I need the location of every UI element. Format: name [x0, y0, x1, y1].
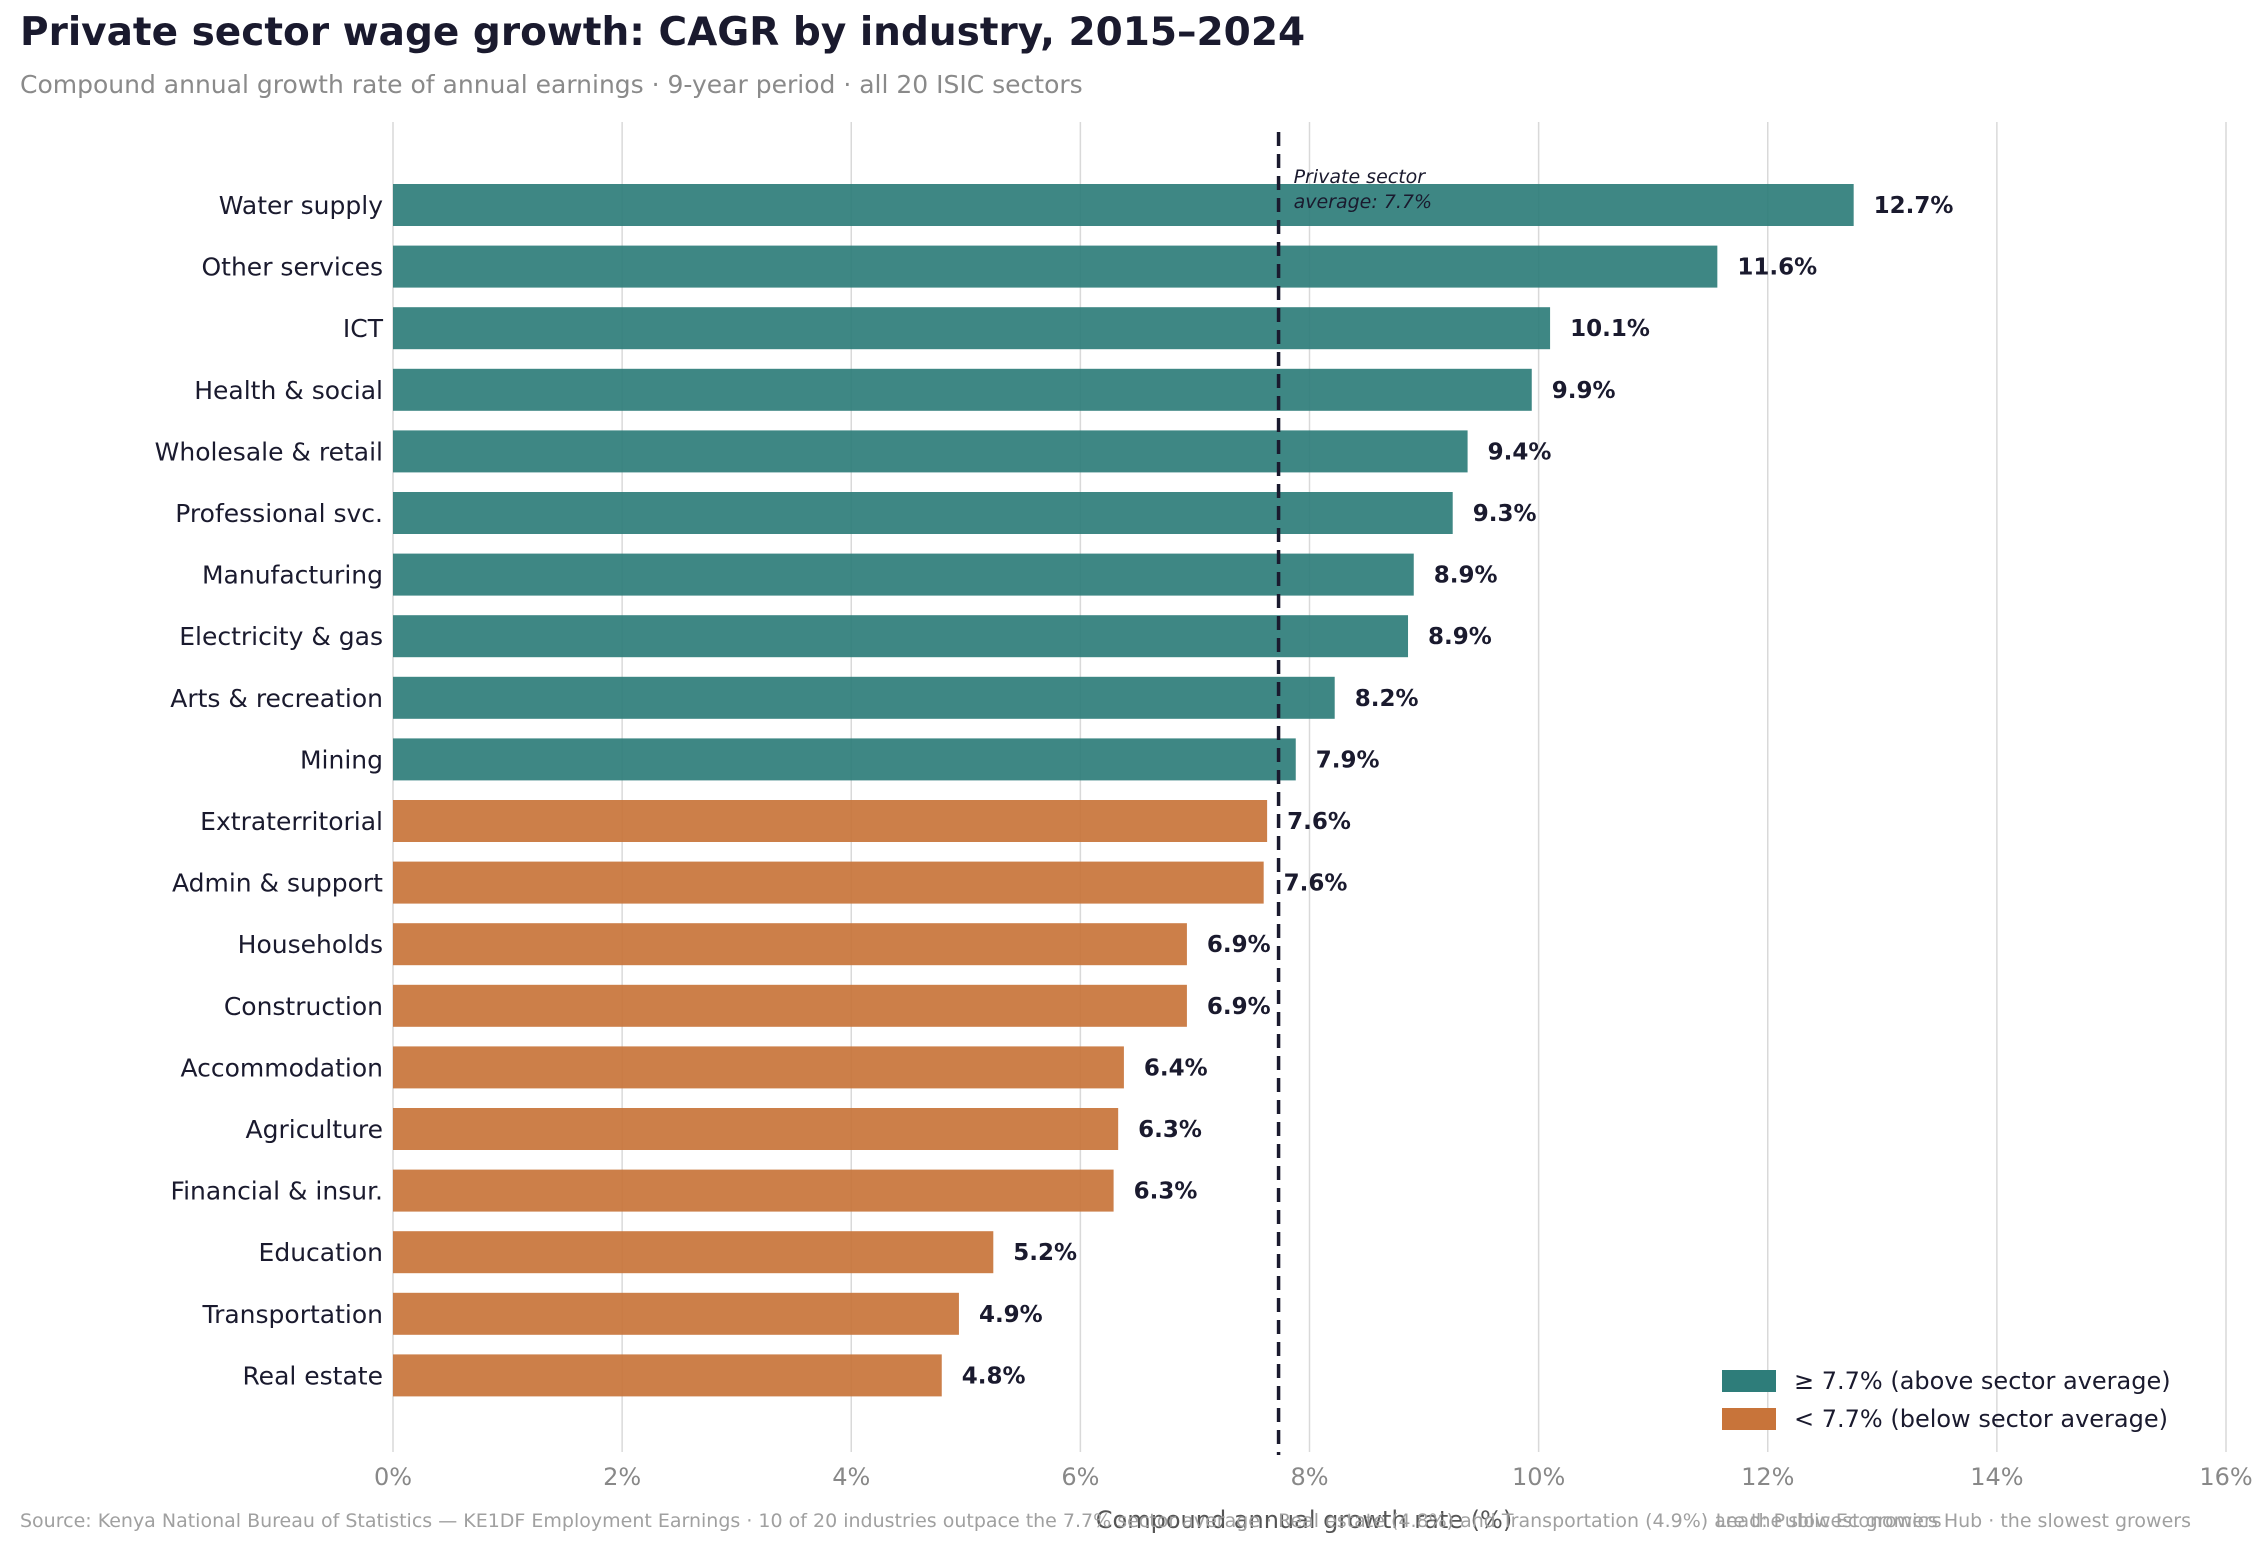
value-label: 5.2%: [1013, 1240, 1077, 1266]
x-tick-label: 14%: [1970, 1463, 2023, 1491]
category-label: Education: [259, 1238, 383, 1267]
value-label: 4.8%: [962, 1363, 1026, 1389]
legend: ≥ 7.7% (above sector average) < 7.7% (be…: [1722, 1362, 2171, 1438]
bar: [393, 861, 1264, 904]
x-tick-label: 16%: [2199, 1463, 2252, 1491]
bar: [393, 1231, 994, 1274]
category-label: Real estate: [242, 1361, 383, 1390]
bar: [393, 800, 1268, 842]
chart-subtitle: Compound annual growth rate of annual ea…: [20, 70, 1083, 99]
legend-swatch-above: [1722, 1370, 1776, 1392]
legend-item-above: ≥ 7.7% (above sector average): [1722, 1362, 2171, 1400]
x-axis-label: Compound annual growth rate (%): [1096, 1506, 1512, 1534]
value-label: 9.4%: [1488, 439, 1552, 465]
bar: [393, 368, 1532, 411]
value-label: 6.9%: [1207, 994, 1271, 1020]
bar: [393, 553, 1414, 596]
category-label: Manufacturing: [202, 561, 383, 590]
category-label: Agriculture: [246, 1115, 384, 1144]
value-label: 9.3%: [1473, 501, 1537, 527]
category-label: Transportation: [201, 1300, 383, 1329]
bar: [393, 676, 1335, 719]
legend-swatch-below: [1722, 1408, 1776, 1430]
chart-title: Private sector wage growth: CAGR by indu…: [20, 10, 1306, 55]
category-label: Financial & insur.: [171, 1177, 383, 1206]
x-tick-label: 0%: [374, 1463, 412, 1491]
value-label: 8.9%: [1428, 624, 1492, 650]
value-label: 8.2%: [1355, 686, 1419, 712]
category-label: Accommodation: [180, 1053, 383, 1082]
category-label: ICT: [343, 314, 384, 343]
x-tick-label: 4%: [832, 1463, 870, 1491]
bar: [393, 1108, 1119, 1150]
bar: [393, 1169, 1114, 1212]
bar: [393, 245, 1718, 288]
value-label: 8.9%: [1434, 563, 1498, 589]
bar: [393, 492, 1453, 534]
value-label: 7.6%: [1284, 871, 1348, 897]
bar: [393, 1292, 959, 1335]
bar: [393, 307, 1551, 350]
bar: [393, 923, 1187, 966]
bar: [393, 738, 1296, 781]
bar: [393, 615, 1409, 658]
value-label: 6.4%: [1144, 1055, 1208, 1081]
x-tick-label: 10%: [1512, 1463, 1565, 1491]
bar: [393, 1354, 942, 1397]
category-label: Professional svc.: [175, 499, 383, 528]
bars: [393, 184, 1854, 1397]
x-tick-label: 12%: [1741, 1463, 1794, 1491]
category-label: Admin & support: [172, 869, 383, 898]
footer-note: Lead: Public Economics Hub · the slowest…: [1715, 1510, 2191, 1532]
category-label: Construction: [224, 992, 383, 1021]
bar: [393, 430, 1468, 473]
value-label: 6.9%: [1207, 932, 1271, 958]
legend-label-below: < 7.7% (below sector average): [1794, 1405, 2168, 1433]
category-label: Households: [238, 930, 383, 959]
x-tick-label: 2%: [603, 1463, 641, 1491]
legend-label-above: ≥ 7.7% (above sector average): [1794, 1367, 2171, 1395]
value-label: 10.1%: [1570, 316, 1650, 342]
value-label: 11.6%: [1737, 255, 1817, 281]
footer-source: Source: Kenya National Bureau of Statist…: [20, 1510, 1942, 1532]
value-label: 7.9%: [1316, 747, 1380, 773]
value-label: 4.9%: [979, 1302, 1043, 1328]
bar: [393, 1046, 1124, 1089]
category-label: Arts & recreation: [170, 684, 383, 713]
reference-line-label: Private sector: [1294, 166, 1427, 188]
value-label: 12.7%: [1874, 193, 1954, 219]
bar: [393, 184, 1854, 226]
reference-line-label: average: 7.7%: [1294, 191, 1433, 213]
labels: 0% 2% 4% 6% 8% 10% 12% 14% 16% Water supply 12.7% O…: [155, 166, 2253, 1491]
category-label: Other services: [201, 253, 383, 282]
category-label: Mining: [300, 745, 383, 774]
value-label: 7.6%: [1287, 809, 1351, 835]
value-label: 6.3%: [1138, 1117, 1202, 1143]
value-label: 6.3%: [1134, 1179, 1198, 1205]
bar: [393, 984, 1187, 1027]
category-label: Electricity & gas: [179, 622, 383, 651]
category-label: Water supply: [219, 191, 383, 220]
category-label: Health & social: [194, 376, 383, 405]
category-label: Wholesale & retail: [155, 437, 383, 466]
x-tick-label: 6%: [1061, 1463, 1099, 1491]
category-label: Extraterritorial: [200, 807, 383, 836]
value-label: 9.9%: [1552, 378, 1616, 404]
x-tick-label: 8%: [1290, 1463, 1328, 1491]
legend-item-below: < 7.7% (below sector average): [1722, 1400, 2171, 1438]
